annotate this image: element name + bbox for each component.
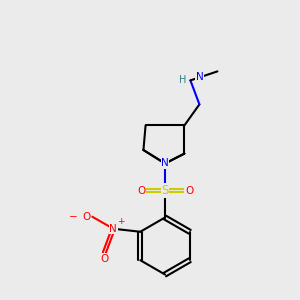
Text: −: − bbox=[68, 212, 77, 222]
Text: +: + bbox=[117, 217, 124, 226]
Text: H: H bbox=[179, 75, 187, 85]
Text: N: N bbox=[161, 158, 169, 169]
Text: O: O bbox=[137, 185, 145, 196]
Text: N: N bbox=[196, 72, 203, 82]
Text: S: S bbox=[161, 184, 169, 197]
Text: O: O bbox=[185, 185, 193, 196]
Text: N: N bbox=[110, 224, 117, 234]
Text: O: O bbox=[82, 212, 90, 222]
Text: O: O bbox=[100, 254, 108, 264]
